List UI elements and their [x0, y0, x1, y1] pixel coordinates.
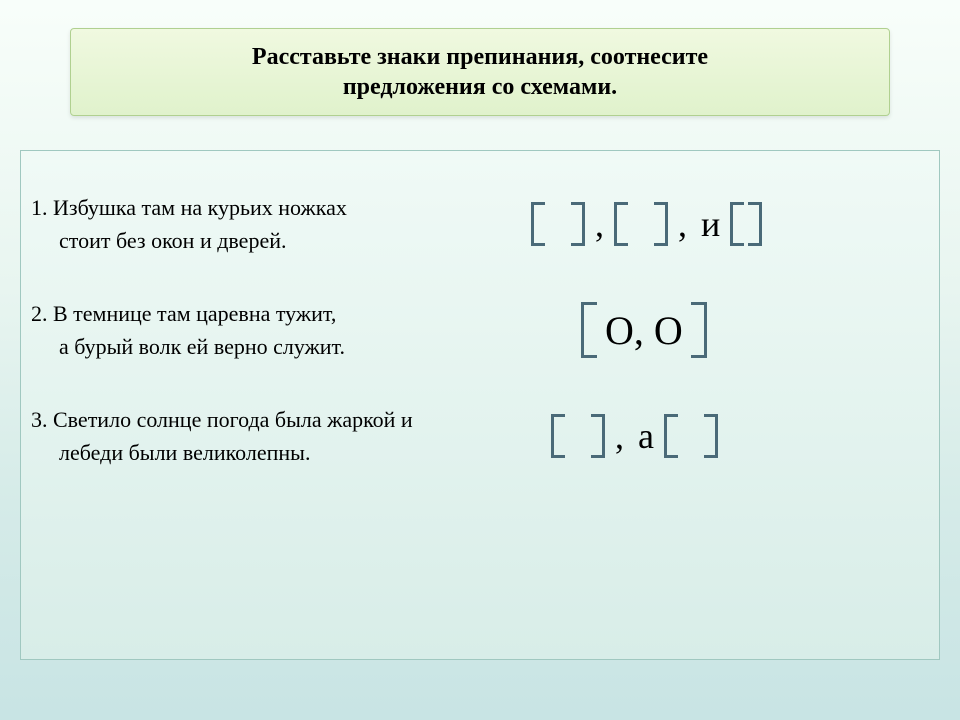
schema-1-box-2: [614, 200, 668, 248]
bracket-left-icon: [531, 202, 545, 246]
schema-1-sep-2: ,: [674, 203, 691, 245]
bracket-right-icon: [591, 414, 605, 458]
header-box: Расставьте знаки препинания, соотнесите …: [70, 28, 890, 116]
schema-3-box-2: [664, 412, 718, 460]
exercise-row-2: 2. В темнице там царевна тужит, а бурый …: [21, 297, 939, 363]
bracket-right-icon: [571, 202, 585, 246]
sentence-1-line-2: стоит без окон и дверей.: [31, 224, 521, 257]
bracket-right-icon: [748, 202, 762, 246]
bracket-left-icon: [730, 202, 744, 246]
schema-1-conjunction: и: [697, 203, 724, 245]
sentence-1: 1. Избушка там на курьих ножках стоит бе…: [21, 191, 521, 257]
sentence-2: 2. В темнице там царевна тужит, а бурый …: [21, 297, 521, 363]
bracket-left-icon: [614, 202, 628, 246]
schema-3: , а: [521, 412, 939, 460]
schema-2: О, О: [521, 306, 939, 354]
schema-1-box-3: [730, 200, 762, 248]
schema-2-box: О, О: [581, 306, 707, 354]
content-box: 1. Избушка там на курьих ножках стоит бе…: [20, 150, 940, 660]
bracket-left-icon: [664, 414, 678, 458]
schema-3-box-1: [551, 412, 605, 460]
bracket-left-icon: [551, 414, 565, 458]
schema-1: , , и: [521, 200, 939, 248]
sentence-1-line-1: 1. Избушка там на курьих ножках: [31, 191, 521, 224]
bracket-right-icon: [691, 302, 707, 358]
exercise-row-1: 1. Избушка там на курьих ножках стоит бе…: [21, 191, 939, 257]
title-line-2: предложения со схемами.: [343, 72, 617, 102]
schema-1-box-1: [531, 200, 585, 248]
exercise-row-3: 3. Светило солнце погода была жаркой и л…: [21, 403, 939, 469]
bracket-right-icon: [704, 414, 718, 458]
schema-1-sep-1: ,: [591, 203, 608, 245]
sentence-3-line-1: 3. Светило солнце погода была жаркой и: [31, 403, 521, 436]
sentence-2-line-1: 2. В темнице там царевна тужит,: [31, 297, 521, 330]
bracket-right-icon: [654, 202, 668, 246]
schema-2-content: О, О: [597, 307, 691, 354]
sentence-3: 3. Светило солнце погода была жаркой и л…: [21, 403, 521, 469]
bracket-left-icon: [581, 302, 597, 358]
title-line-1: Расставьте знаки препинания, соотнесите: [252, 42, 708, 72]
schema-3-sep: ,: [611, 415, 628, 457]
schema-3-conjunction: а: [634, 415, 658, 457]
sentence-2-line-2: а бурый волк ей верно служит.: [31, 330, 521, 363]
sentence-3-line-2: лебеди были великолепны.: [31, 436, 521, 469]
